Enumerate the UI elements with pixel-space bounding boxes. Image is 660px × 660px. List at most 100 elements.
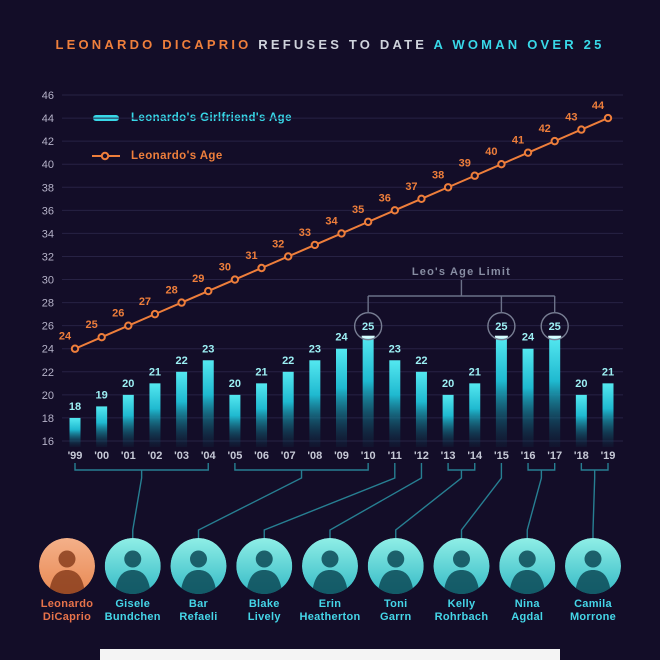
legend-item-leo: Leonardo's Age	[92, 145, 292, 167]
person-silhouette-shoulders	[575, 570, 611, 594]
x-axis-label: '13	[441, 450, 456, 462]
x-axis-label: '05	[227, 450, 242, 462]
person-silhouette-shoulders	[509, 570, 546, 594]
person-silhouette-shoulders	[180, 570, 217, 594]
leo-age-marker	[470, 171, 479, 180]
person-name: Erin Heatherton	[288, 598, 372, 624]
leo-age-marker	[417, 194, 426, 204]
leo-age-marker	[310, 240, 320, 250]
person-name-line: Gisele	[115, 598, 151, 610]
y-axis-label: 40	[42, 159, 54, 171]
x-axis-label: '01	[121, 450, 136, 462]
leo-age-label: 25	[86, 319, 98, 331]
leo-photo	[39, 538, 95, 594]
x-axis-label: '00	[94, 450, 109, 462]
girlfriend-age-bar	[122, 394, 134, 447]
leo-age-label: 36	[379, 192, 391, 204]
person-silhouette-head	[255, 550, 273, 568]
y-axis-label: 38	[42, 182, 54, 194]
bar-value-label: 21	[255, 366, 267, 378]
person-silhouette-shoulders	[377, 570, 414, 594]
x-axis-label: '14	[467, 450, 483, 462]
bar-value-label: 23	[309, 343, 321, 355]
age-limit-label: Leo's Age Limit	[412, 266, 511, 278]
x-axis-label: '02	[148, 450, 163, 462]
y-axis-label: 24	[42, 344, 54, 356]
y-axis-label: 42	[42, 136, 54, 148]
leo-age-marker	[390, 206, 399, 215]
leo-age-label: 41	[512, 135, 524, 147]
leo-age-marker	[497, 160, 506, 169]
leo-age-label: 24	[59, 331, 72, 343]
person-connector-line	[592, 470, 596, 538]
girlfriend-age-bar	[256, 383, 268, 447]
girlfriend-age-bar	[415, 371, 427, 447]
x-axis-label: '18	[574, 450, 589, 462]
girlfriend-age-bar	[149, 383, 161, 447]
girlfriend-age-bar	[282, 371, 294, 447]
bar-value-label: 25	[549, 321, 561, 333]
person-silhouette-head	[584, 550, 602, 568]
leo-age-marker	[577, 125, 586, 134]
person-name-line: Erin	[318, 598, 342, 610]
leo-age-label: 35	[352, 204, 364, 216]
girlfriend-photo	[302, 538, 358, 594]
bar-value-label: 24	[335, 332, 348, 344]
year-group-bracket	[234, 463, 369, 471]
x-axis-label: '10	[361, 450, 376, 462]
person-name-line: Leonardo	[40, 598, 94, 610]
bar-value-label: 20	[229, 378, 241, 390]
person-silhouette-head	[387, 550, 405, 568]
x-axis-label: '12	[414, 450, 429, 462]
leo-age-label: 34	[325, 215, 338, 227]
girlfriend-photo	[170, 538, 227, 594]
y-axis-label: 46	[42, 90, 54, 102]
bar-value-label: 20	[575, 378, 587, 390]
person-name: Bar Refaeli	[157, 598, 241, 624]
person-name: Kelly Rohrbach	[420, 598, 504, 624]
bar-value-label: 23	[389, 343, 401, 355]
bar-value-label: 22	[415, 355, 427, 367]
person-name-line: Morrone	[569, 611, 617, 623]
person-silhouette-head	[518, 550, 536, 568]
x-axis-label: '08	[307, 450, 322, 462]
girlfriend-age-bar	[389, 360, 401, 447]
bar-value-label: 21	[149, 366, 161, 378]
girlfriend-age-bar	[522, 348, 534, 447]
girlfriend-photo	[499, 538, 556, 594]
y-axis-label: 32	[42, 251, 54, 263]
person-silhouette-shoulders	[114, 570, 151, 594]
person-name: Camila Morrone	[551, 598, 635, 624]
bar-value-label: 18	[69, 401, 81, 413]
leo-age-marker	[150, 309, 160, 319]
person-silhouette-shoulders	[312, 570, 348, 594]
title-woman-over-25: A WOMAN OVER 25	[433, 37, 605, 52]
year-group-bracket	[447, 463, 476, 471]
girlfriend-age-bar	[309, 360, 321, 447]
x-axis-label: '04	[201, 450, 217, 462]
person-name: Blake Lively	[222, 598, 306, 624]
leo-age-label: 33	[299, 227, 311, 239]
bar-top-cap	[494, 335, 508, 339]
leo-age-marker	[70, 344, 80, 353]
year-group-bracket	[580, 463, 609, 471]
line-marker-swatch-icon	[92, 151, 120, 161]
y-axis-label: 16	[42, 436, 54, 448]
person-name-line: Blake	[248, 598, 280, 610]
girlfriend-age-bar	[202, 360, 214, 447]
person-name-line: Lively	[247, 611, 281, 623]
person-silhouette-head	[453, 550, 470, 568]
girlfriend-age-bar	[362, 337, 374, 447]
girlfriend-age-bar	[176, 371, 188, 447]
leo-age-marker	[523, 148, 533, 157]
person-silhouette-head	[58, 550, 76, 568]
person-name-line: Camila	[574, 598, 612, 610]
person-name-line: Heatherton	[299, 611, 361, 623]
leo-age-label: 38	[432, 169, 444, 181]
leo-age-label: 31	[245, 250, 257, 262]
girlfriend-age-bar	[575, 394, 587, 447]
year-group-bracket	[527, 463, 556, 471]
bar-value-label: 20	[122, 378, 134, 390]
person-name: Leonardo DiCaprio	[25, 598, 109, 624]
bar-value-label: 21	[469, 366, 481, 378]
